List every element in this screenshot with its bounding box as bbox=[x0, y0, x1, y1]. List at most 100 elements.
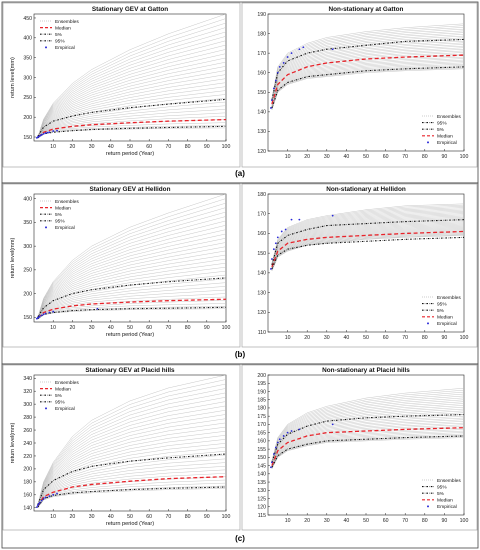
panel-frame-b-right bbox=[241, 183, 478, 348]
x-tick-label: 90 bbox=[442, 154, 448, 160]
ensemble-curve bbox=[37, 430, 227, 507]
series-line-95pct bbox=[271, 219, 465, 266]
empirical-point bbox=[284, 228, 287, 231]
ensemble-curve bbox=[37, 374, 227, 505]
chart-c-right: 10 20 30 40 50 60 70 80 90 100 115 120 125 130 135 140 1… bbox=[257, 367, 468, 524]
legend-label: 5% bbox=[55, 393, 63, 399]
y-tick-label: 180 bbox=[23, 480, 32, 486]
y-tick-label: 160 bbox=[257, 439, 266, 445]
ensemble-curve bbox=[271, 58, 465, 108]
empirical-point bbox=[56, 129, 58, 132]
ensemble-curve bbox=[37, 193, 227, 318]
legend-label: 95% bbox=[437, 301, 447, 307]
ensemble-curve bbox=[37, 61, 227, 138]
empirical-point bbox=[290, 52, 293, 55]
series-line-5pct bbox=[271, 66, 465, 109]
y-tick-label: 140 bbox=[257, 271, 266, 277]
ensemble-curve bbox=[271, 432, 465, 469]
legend-label: Median bbox=[55, 25, 71, 31]
series-line-5pct bbox=[37, 125, 227, 139]
ensemble-curve bbox=[271, 406, 465, 464]
empirical-point bbox=[298, 218, 301, 221]
x-tick-label: 100 bbox=[460, 518, 469, 524]
empirical-point bbox=[276, 441, 279, 444]
ensemble-curve bbox=[271, 414, 465, 466]
empirical-point bbox=[52, 310, 55, 313]
ensemble-curve bbox=[271, 233, 465, 271]
y-tick-label: 320 bbox=[23, 389, 32, 395]
ensemble-curve bbox=[37, 207, 227, 318]
legend-swatch-empirical bbox=[45, 407, 47, 410]
y-tick-label: 165 bbox=[257, 430, 266, 436]
legend-label: 5% bbox=[437, 127, 445, 133]
ensemble-curve bbox=[37, 422, 227, 506]
ensemble-curve bbox=[37, 473, 227, 508]
ensemble-curve bbox=[37, 22, 227, 138]
ensemble-curve bbox=[271, 28, 465, 100]
ensemble-curve bbox=[271, 34, 465, 101]
ensemble-curve bbox=[37, 488, 227, 508]
y-tick-label: 195 bbox=[257, 381, 266, 387]
y-tick-label: 115 bbox=[258, 513, 266, 519]
ensemble-curve bbox=[37, 44, 227, 138]
y-tick-label: 180 bbox=[257, 31, 266, 37]
y-tick-label: 150 bbox=[23, 315, 32, 321]
y-tick-label: 150 bbox=[23, 135, 32, 141]
empirical-point bbox=[48, 311, 51, 314]
ensemble-curve bbox=[37, 458, 227, 508]
empirical-point bbox=[272, 87, 275, 90]
x-tick-label: 10 bbox=[50, 325, 56, 331]
chart-title: Non-stationary at Placid hills bbox=[322, 367, 410, 374]
x-tick-label: 70 bbox=[402, 335, 408, 341]
x-tick-label: 10 bbox=[50, 144, 56, 150]
legend-label: Empirical bbox=[55, 406, 75, 412]
x-tick-label: 60 bbox=[383, 518, 389, 524]
chart-title: Stationary GEV at Hellidon bbox=[90, 186, 171, 193]
ensemble-curve bbox=[37, 127, 227, 139]
empirical-point bbox=[280, 230, 283, 233]
legend-label: Ensembles bbox=[437, 114, 461, 120]
y-tick-label: 140 bbox=[257, 472, 266, 478]
ensemble-curve bbox=[271, 213, 465, 266]
ensemble-curve bbox=[37, 454, 227, 507]
x-tick-label: 70 bbox=[402, 154, 408, 160]
ensemble-curve bbox=[271, 215, 465, 267]
ensemble-curve bbox=[37, 233, 227, 319]
legend-label: Empirical bbox=[55, 225, 75, 231]
x-tick-label: 30 bbox=[89, 144, 95, 150]
ensemble-curve bbox=[271, 225, 465, 269]
x-tick-label: 50 bbox=[363, 518, 369, 524]
ensemble-curve bbox=[271, 216, 465, 267]
ensemble-curve bbox=[271, 234, 465, 271]
ensemble-curve bbox=[37, 262, 227, 319]
ensemble-curve bbox=[271, 68, 465, 110]
ensemble-curve bbox=[37, 250, 227, 319]
ensemble-curve bbox=[37, 242, 227, 319]
x-tick-label: 50 bbox=[127, 144, 133, 150]
ensemble-curve bbox=[271, 424, 465, 467]
x-tick-label: 80 bbox=[422, 335, 428, 341]
ensemble-curves bbox=[37, 193, 227, 320]
ensemble-curve bbox=[271, 208, 465, 265]
ensemble-curve bbox=[37, 289, 227, 319]
x-axis-label: return period (Year) bbox=[106, 151, 154, 157]
x-tick-label: 60 bbox=[146, 325, 152, 331]
x-axis-label: return period (Year) bbox=[106, 332, 154, 338]
ensemble-curve bbox=[271, 408, 465, 465]
legend-label: Ensembles bbox=[55, 199, 79, 205]
ensemble-curve bbox=[37, 383, 227, 505]
ensemble-curve bbox=[271, 389, 465, 462]
chart-title: Non-stationary at Gatton bbox=[329, 6, 404, 13]
ensemble-curve bbox=[37, 122, 227, 139]
empirical-point bbox=[271, 258, 273, 260]
ensemble-curve bbox=[271, 206, 465, 264]
ensemble-curve bbox=[37, 254, 227, 319]
empirical-point bbox=[52, 493, 55, 496]
panel-frame-b-left bbox=[2, 183, 241, 348]
ensemble-curve bbox=[37, 237, 227, 319]
panel-label-b: (b) bbox=[235, 350, 246, 359]
legend-label: 95% bbox=[55, 39, 65, 45]
ensemble-curve bbox=[271, 44, 465, 104]
ensemble-curve bbox=[37, 401, 227, 506]
